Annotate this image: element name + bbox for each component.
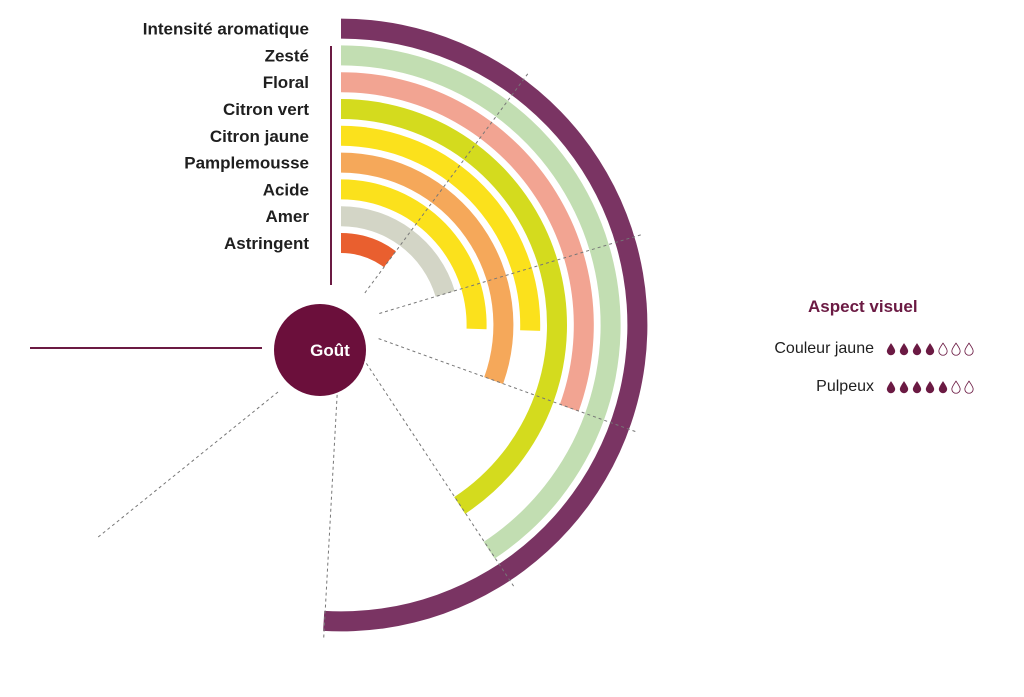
drop-filled-icon: [899, 343, 909, 356]
scale-tick-line: [378, 338, 637, 433]
drop-rating: [886, 342, 974, 356]
scale-tick-line: [323, 364, 340, 639]
arc-citron-vert: [341, 99, 567, 514]
drop-filled-icon: [912, 381, 922, 394]
category-label: Citron jaune: [210, 127, 309, 146]
aspect-row-label: Couleur jaune: [774, 340, 874, 357]
arc-amer: [341, 206, 455, 297]
category-label: Pamplemousse: [184, 154, 309, 173]
category-label: Astringent: [224, 234, 309, 253]
category-label: Intensité aromatique: [143, 20, 309, 39]
arc-astringent: [341, 233, 396, 268]
drop-filled-icon: [938, 381, 948, 394]
scale-tick-line: [379, 233, 643, 314]
drop-empty-icon: [938, 342, 948, 356]
drop-filled-icon: [899, 381, 909, 394]
drop-empty-icon: [951, 342, 961, 356]
drop-empty-icon: [951, 380, 961, 394]
drop-empty-icon: [964, 380, 974, 394]
arc-acide: [341, 179, 487, 330]
arc-pamplemousse: [341, 152, 514, 384]
category-label: Acide: [263, 180, 309, 199]
aspect-row-label: Pulpeux: [816, 378, 874, 395]
aspect-title: Aspect visuel: [808, 297, 918, 316]
scale-tick-line: [96, 391, 279, 539]
scale-tick-line: [364, 72, 529, 294]
aspect-row: Pulpeux: [704, 376, 974, 398]
category-label: Amer: [266, 207, 310, 226]
drop-filled-icon: [912, 343, 922, 356]
drop-filled-icon: [925, 343, 935, 356]
center-circle: [274, 304, 366, 396]
category-label: Zesté: [265, 46, 309, 65]
drop-filled-icon: [886, 381, 896, 394]
center-label: Goût: [310, 341, 350, 360]
arc-citron-jaune: [341, 125, 541, 331]
category-label: Citron vert: [223, 100, 309, 119]
drop-rating: [886, 380, 974, 394]
category-label: Floral: [263, 73, 309, 92]
drop-filled-icon: [886, 343, 896, 356]
drop-filled-icon: [925, 381, 935, 394]
scale-tick-line: [362, 358, 515, 588]
drop-empty-icon: [964, 342, 974, 356]
arc-floral: [341, 72, 594, 412]
aspect-row: Couleur jaune: [704, 338, 974, 360]
